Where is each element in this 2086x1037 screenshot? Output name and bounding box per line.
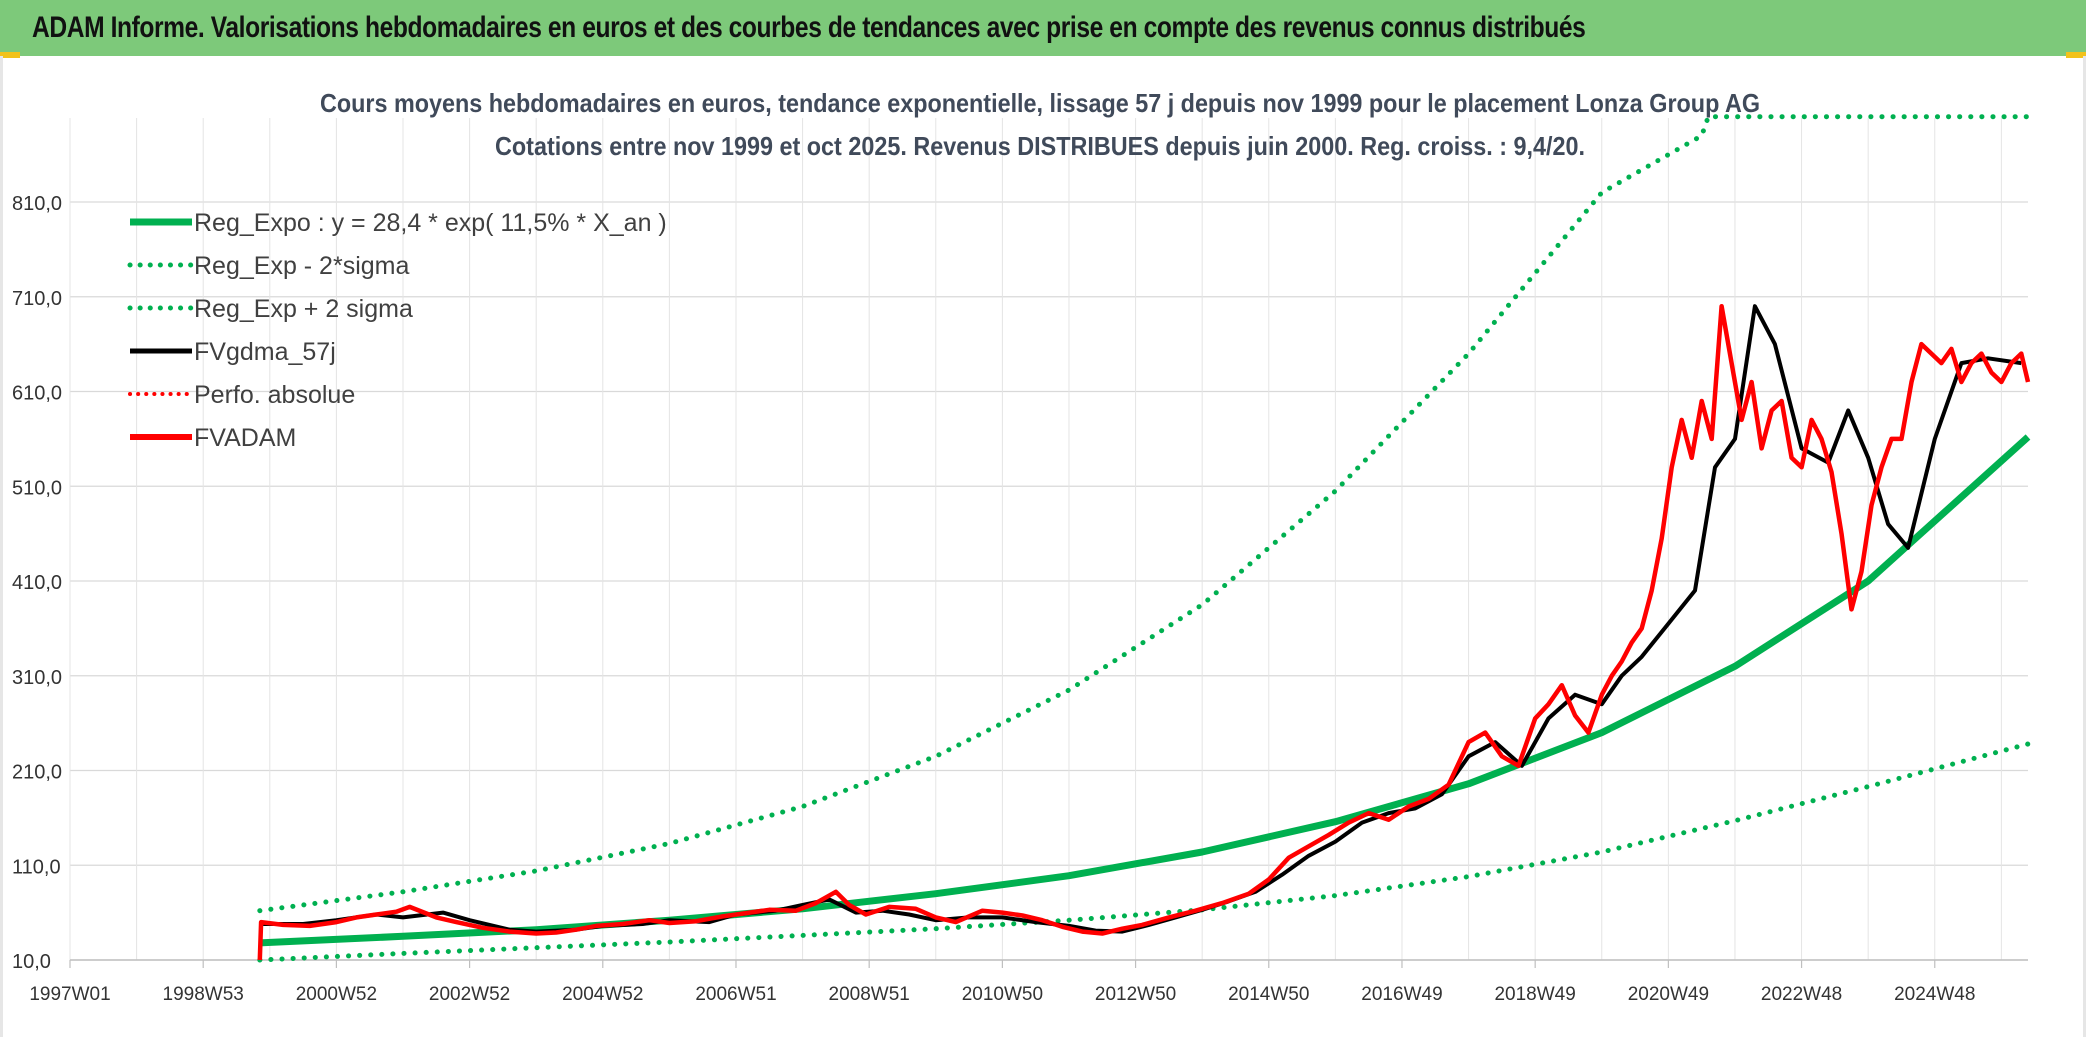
header-corner-left bbox=[0, 52, 20, 58]
x-tick-label: 2020W49 bbox=[1628, 984, 1709, 1005]
y-tick-label: 710,0 bbox=[12, 288, 62, 310]
y-tick-label: 110,0 bbox=[12, 856, 61, 878]
series-reg-expo bbox=[259, 434, 2031, 947]
legend-label: FVgdma_57j bbox=[194, 338, 336, 366]
x-tick-label: 2000W52 bbox=[296, 984, 377, 1005]
legend-label: Reg_Exp - 2*sigma bbox=[194, 252, 409, 280]
x-tick-label: 2004W52 bbox=[562, 984, 643, 1005]
x-axis-ticks: 1997W01 1998W53 2000W52 2002W52 2004W52 2006W… bbox=[29, 960, 1975, 1005]
chart-title: Cours moyens hebdomadaires en euros, ten… bbox=[320, 88, 1760, 161]
y-tick-label: 610,0 bbox=[12, 383, 62, 405]
legend-label: Reg_Exp + 2 sigma bbox=[194, 295, 413, 323]
y-tick-label: 410,0 bbox=[12, 572, 62, 594]
page-title: ADAM Informe. Valorisations hebdomadaire… bbox=[32, 11, 1586, 44]
x-tick-label: 2014W50 bbox=[1228, 984, 1309, 1005]
series-reg-exp-2-sigma bbox=[257, 114, 2031, 914]
series-fvgdma-57j bbox=[263, 304, 2022, 934]
x-tick-label: 1997W01 bbox=[29, 984, 110, 1005]
legend-label: Perfo. absolue bbox=[194, 381, 355, 409]
series-fvadam bbox=[257, 303, 2031, 961]
frame-right bbox=[2083, 56, 2086, 1037]
x-tick-label: 2010W50 bbox=[962, 984, 1043, 1005]
header-bar: ADAM Informe. Valorisations hebdomadaire… bbox=[0, 0, 2086, 58]
legend-label: Reg_Expo : y = 28,4 * exp( 11,5% * X_an … bbox=[194, 209, 667, 237]
x-tick-label: 2008W51 bbox=[829, 984, 910, 1005]
series-layer bbox=[257, 114, 2031, 963]
y-tick-label: 210,0 bbox=[12, 762, 62, 784]
chart-title-line2: Cotations entre nov 1999 et oct 2025. Re… bbox=[495, 131, 1585, 161]
legend-label: FVADAM bbox=[194, 424, 296, 452]
frame-left bbox=[0, 56, 3, 1037]
x-tick-label: 2024W48 bbox=[1894, 984, 1975, 1005]
x-tick-label: 2002W52 bbox=[429, 984, 510, 1005]
y-tick-label: 10,0 bbox=[12, 951, 51, 973]
grid bbox=[69, 118, 2028, 961]
x-tick-label: 2022W48 bbox=[1761, 984, 1842, 1005]
y-axis-ticks: 10,0 110,0 210,0 310,0 410,0 510,0 610,0 710,0 8… bbox=[12, 193, 62, 973]
header-corner-right bbox=[2066, 52, 2086, 58]
legend: Reg_Expo : y = 28,4 * exp( 11,5% * X_an … bbox=[127, 209, 667, 452]
series-reg-exp-2-sigma bbox=[257, 741, 2031, 963]
x-tick-label: 2012W50 bbox=[1095, 984, 1176, 1005]
x-tick-label: 1998W53 bbox=[163, 984, 244, 1005]
y-tick-label: 510,0 bbox=[12, 477, 62, 499]
x-tick-label: 2018W49 bbox=[1494, 984, 1575, 1005]
x-tick-label: 2016W49 bbox=[1361, 984, 1442, 1005]
x-tick-label: 2006W51 bbox=[695, 984, 776, 1005]
y-tick-label: 810,0 bbox=[12, 193, 62, 215]
chart-title-line1: Cours moyens hebdomadaires en euros, ten… bbox=[320, 88, 1760, 118]
y-tick-label: 310,0 bbox=[12, 667, 62, 689]
